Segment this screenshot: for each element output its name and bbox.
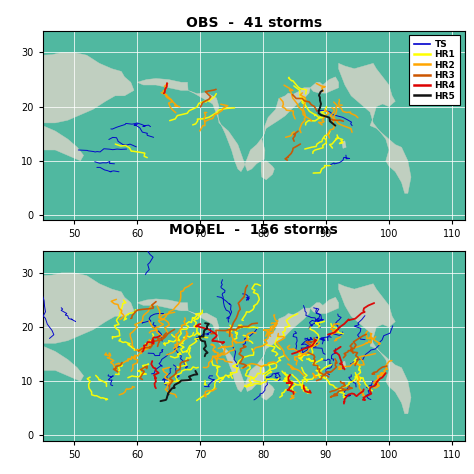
Polygon shape <box>338 284 411 414</box>
Polygon shape <box>342 141 346 148</box>
Polygon shape <box>188 88 310 172</box>
Polygon shape <box>43 126 83 161</box>
Polygon shape <box>338 64 411 193</box>
Text: OBS  -  41 storms: OBS - 41 storms <box>185 16 322 30</box>
Polygon shape <box>261 381 274 400</box>
Polygon shape <box>137 79 188 91</box>
Polygon shape <box>43 53 134 123</box>
Polygon shape <box>43 273 134 343</box>
Polygon shape <box>261 161 274 180</box>
Polygon shape <box>43 346 83 381</box>
Legend: TS, HR1, HR2, HR3, HR4, HR5: TS, HR1, HR2, HR3, HR4, HR5 <box>410 36 460 105</box>
Polygon shape <box>342 361 346 369</box>
Polygon shape <box>310 297 338 313</box>
Polygon shape <box>137 299 188 311</box>
Polygon shape <box>188 308 310 392</box>
Polygon shape <box>310 77 338 93</box>
Text: MODEL  -  156 storms: MODEL - 156 storms <box>169 223 338 237</box>
